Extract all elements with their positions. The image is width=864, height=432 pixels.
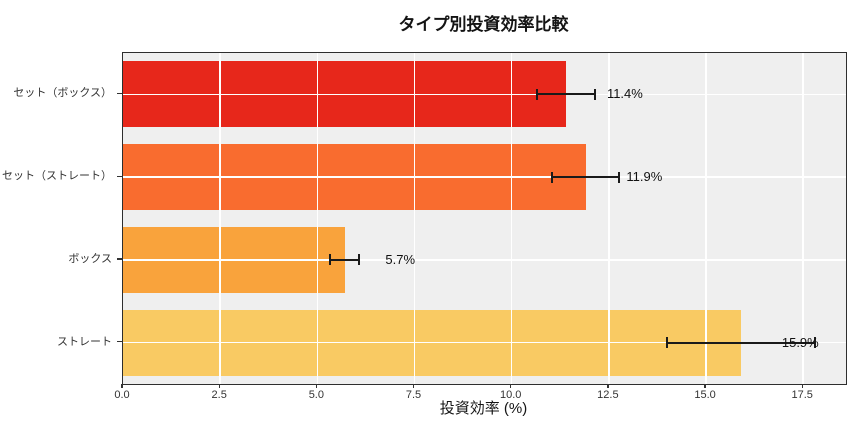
error-bar-cap-left [666,337,669,349]
error-bar-line [329,258,360,261]
gridline-vertical [705,53,707,384]
error-bar-cap-left [550,171,553,183]
error-bar-cap-right [594,88,597,100]
y-tick-mark [117,92,122,95]
x-tick-mark [412,384,415,389]
x-tick-mark [704,384,706,389]
gridline-vertical [316,53,319,384]
error-bar-line [551,176,620,179]
chart-title: タイプ別投資効率比較 [398,15,569,34]
x-tick-mark [801,384,803,389]
error-bar-cap-right [358,254,361,266]
y-category-label: ボックス [68,252,112,265]
plot-area: 11.4% 11.9% 5.7% 15.9% [122,52,847,385]
gridline-vertical [608,53,610,384]
gridline-horizontal [123,93,846,96]
x-tick-label: 0.0 [114,389,130,401]
value-label: 11.4% [606,86,643,102]
x-tick-label: 15.0 [694,389,716,401]
y-tick-mark [117,175,122,177]
error-bar-line [536,93,596,96]
x-tick-mark [510,384,512,389]
y-tick-mark [117,341,122,343]
x-tick-label: 7.5 [405,389,422,401]
value-label: 5.7% [385,251,416,267]
y-tick-mark [117,258,122,260]
y-category-label: ストレート [57,335,112,348]
gridline-horizontal [123,176,846,178]
gridline-vertical [219,53,221,384]
value-label: 11.9% [626,169,663,185]
error-bar-line [667,341,815,344]
x-tick-mark [607,384,609,389]
gridline-vertical [510,53,513,384]
gridline-vertical [802,53,804,384]
x-tick-label: 12.5 [597,389,619,401]
x-tick-label: 5.0 [308,389,324,401]
x-tick-label: 2.5 [211,389,227,401]
y-category-label: セット（ストレート） [2,170,112,183]
x-tick-mark [218,384,220,389]
value-label: 15.9% [781,334,819,350]
error-bar-cap-left [536,88,538,100]
gridline-vertical [413,53,416,384]
x-tick-mark [315,384,318,389]
x-axis-label: 投資効率 (%) [439,400,528,417]
error-bar-cap-left [328,254,331,266]
x-tick-label: 10.0 [499,389,522,401]
error-bar-cap-right [618,171,621,183]
x-tick-mark [121,384,123,389]
error-bar-cap-right [814,337,816,349]
gridline-horizontal [123,341,846,344]
gridline-horizontal [123,259,846,261]
y-category-label: セット（ボックス） [13,87,112,100]
x-tick-label: 17.5 [791,389,813,401]
